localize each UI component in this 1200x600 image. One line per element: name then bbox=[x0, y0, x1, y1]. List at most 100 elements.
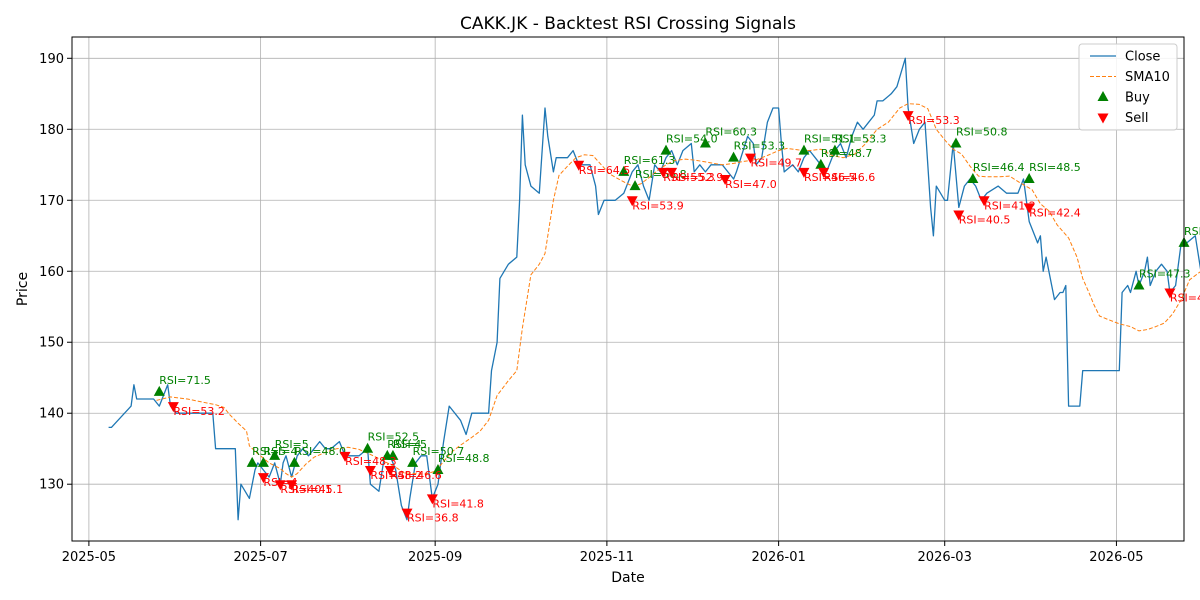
sell-annotation: RSI=40.5 bbox=[959, 213, 1011, 226]
sell-marker bbox=[666, 167, 678, 178]
sell-marker bbox=[626, 196, 638, 207]
buy-annotation: RSI=50.8 bbox=[956, 125, 1008, 138]
legend-label-close: Close bbox=[1125, 50, 1160, 65]
buy-annotation: RSI=48.5 bbox=[1029, 161, 1081, 174]
buy-marker bbox=[257, 456, 269, 467]
buy-marker bbox=[153, 385, 165, 396]
buy-marker bbox=[699, 137, 711, 148]
buy-marker bbox=[269, 449, 281, 460]
y-tick-label: 160 bbox=[39, 265, 64, 280]
sell-annotation: RSI=46.6 bbox=[824, 171, 876, 184]
chart-title: CAKK.JK - Backtest RSI Crossing Signals bbox=[460, 14, 796, 34]
sell-annotation: RSI=45.1 bbox=[292, 483, 344, 496]
buy-annotation: RSI=71.5 bbox=[159, 374, 211, 387]
buy-marker bbox=[829, 144, 841, 155]
buy-marker bbox=[362, 442, 374, 453]
series-layer bbox=[108, 57, 1200, 521]
buy-marker bbox=[629, 180, 641, 191]
buy-annotation: RSI=61.3 bbox=[624, 154, 676, 167]
x-tick-label: 2025-07 bbox=[233, 550, 287, 565]
x-axis-label: Date bbox=[611, 570, 644, 586]
legend-label-sma10: SMA10 bbox=[1125, 70, 1170, 85]
buy-marker bbox=[1023, 172, 1035, 183]
sell-annotation: RSI=41.8 bbox=[432, 497, 484, 510]
buy-marker bbox=[950, 137, 962, 148]
buy-annotation: RSI=47.3 bbox=[1139, 267, 1191, 280]
buy-annotation: RSI=60.3 bbox=[705, 125, 757, 138]
close-price-line bbox=[108, 57, 1200, 521]
buy-marker bbox=[288, 456, 300, 467]
sell-marker bbox=[364, 466, 376, 477]
buy-annotation: RSI=5 bbox=[275, 438, 309, 451]
sell-marker bbox=[818, 167, 830, 178]
y-tick-label: 190 bbox=[39, 52, 64, 67]
legend-label-buy: Buy bbox=[1125, 91, 1150, 106]
sell-annotation: RSI=64.5 bbox=[579, 164, 631, 177]
buy-marker bbox=[815, 158, 827, 169]
sell-annotation: RSI=53.9 bbox=[632, 199, 684, 212]
sell-marker bbox=[902, 111, 914, 122]
sell-marker bbox=[401, 508, 413, 519]
legend-box bbox=[1078, 43, 1178, 131]
buy-marker bbox=[798, 144, 810, 155]
buy-annotation: RSI=5 bbox=[252, 445, 286, 458]
sell-annotation: RSI=47.0 bbox=[725, 178, 777, 191]
buy-annotation: RSI=46.4 bbox=[973, 161, 1025, 174]
y-axis-label: Price bbox=[15, 272, 31, 306]
buy-marker bbox=[618, 165, 630, 176]
buy-annotation: RSI=51.1 bbox=[804, 133, 856, 146]
sell-marker bbox=[978, 196, 990, 207]
y-tick-label: 150 bbox=[39, 336, 64, 351]
buy-marker bbox=[728, 151, 740, 162]
x-tick-label: 2025-11 bbox=[580, 550, 634, 565]
sell-annotation: RSI=36.8 bbox=[407, 512, 459, 525]
grid bbox=[72, 37, 1184, 541]
buy-marker bbox=[246, 456, 258, 467]
legend-label-sell: Sell bbox=[1125, 111, 1148, 126]
sell-marker bbox=[167, 402, 179, 413]
sell-marker bbox=[573, 160, 585, 171]
sell-marker bbox=[953, 210, 965, 221]
buy-marker bbox=[432, 464, 444, 475]
buy-annotation: RSI=4 bbox=[263, 445, 297, 458]
sell-marker bbox=[339, 451, 351, 462]
sell-marker bbox=[286, 480, 298, 491]
buy-annotation: RSI=5 bbox=[393, 438, 427, 451]
sell-annotation: RSI=46.5 bbox=[804, 171, 856, 184]
legend-swatch-buy bbox=[1097, 91, 1109, 101]
sell-annotation: RSI=46.6 bbox=[390, 469, 442, 482]
sell-annotation: RSI=53.3 bbox=[908, 114, 960, 127]
sell-annotation: RSI=53.2 bbox=[173, 405, 225, 418]
buy-annotation: RSI=53.3 bbox=[734, 140, 786, 153]
sell-annotation: RSI=49.7 bbox=[750, 157, 802, 170]
signal-layer: RSI=71.5RSI=5RSI=4RSI=5RSI=48.0RSI=52.5R… bbox=[153, 111, 1200, 525]
sell-marker bbox=[257, 473, 269, 484]
sell-marker bbox=[657, 167, 669, 178]
sell-marker bbox=[719, 174, 731, 185]
sell-marker bbox=[744, 153, 756, 164]
x-axis-ticks: 2025-05 2025-07 2025-09 2025-11 2026-01 2026-… bbox=[62, 541, 1144, 565]
buy-annotation: RSI=59.9 bbox=[1184, 225, 1200, 238]
buy-annotation: RSI=48.7 bbox=[821, 147, 873, 160]
sell-annotation: RSI=41.2 bbox=[984, 199, 1036, 212]
buy-marker bbox=[967, 172, 979, 183]
sell-marker bbox=[426, 494, 438, 505]
sell-annotation: RSI=52.9 bbox=[672, 171, 724, 184]
sell-marker bbox=[384, 466, 396, 477]
x-tick-label: 2026-03 bbox=[918, 550, 972, 565]
y-tick-label: 140 bbox=[39, 407, 64, 422]
buy-annotation: RSI=50.7 bbox=[413, 445, 465, 458]
x-tick-label: 2025-05 bbox=[62, 550, 116, 565]
sell-marker bbox=[274, 480, 286, 491]
buy-marker bbox=[407, 456, 419, 467]
sell-annotation: RSI=48.3 bbox=[345, 455, 397, 468]
x-tick-label: 2026-05 bbox=[1089, 550, 1143, 565]
sma10-line bbox=[156, 103, 1200, 478]
buy-annotation: RSI=48.8 bbox=[438, 452, 490, 465]
y-tick-label: 180 bbox=[39, 123, 64, 138]
sell-annotation: RSI=42.4 bbox=[1029, 206, 1081, 219]
buy-annotation: RSI=48.0 bbox=[294, 445, 346, 458]
x-tick-label: 2026-01 bbox=[751, 550, 805, 565]
buy-marker bbox=[387, 449, 399, 460]
